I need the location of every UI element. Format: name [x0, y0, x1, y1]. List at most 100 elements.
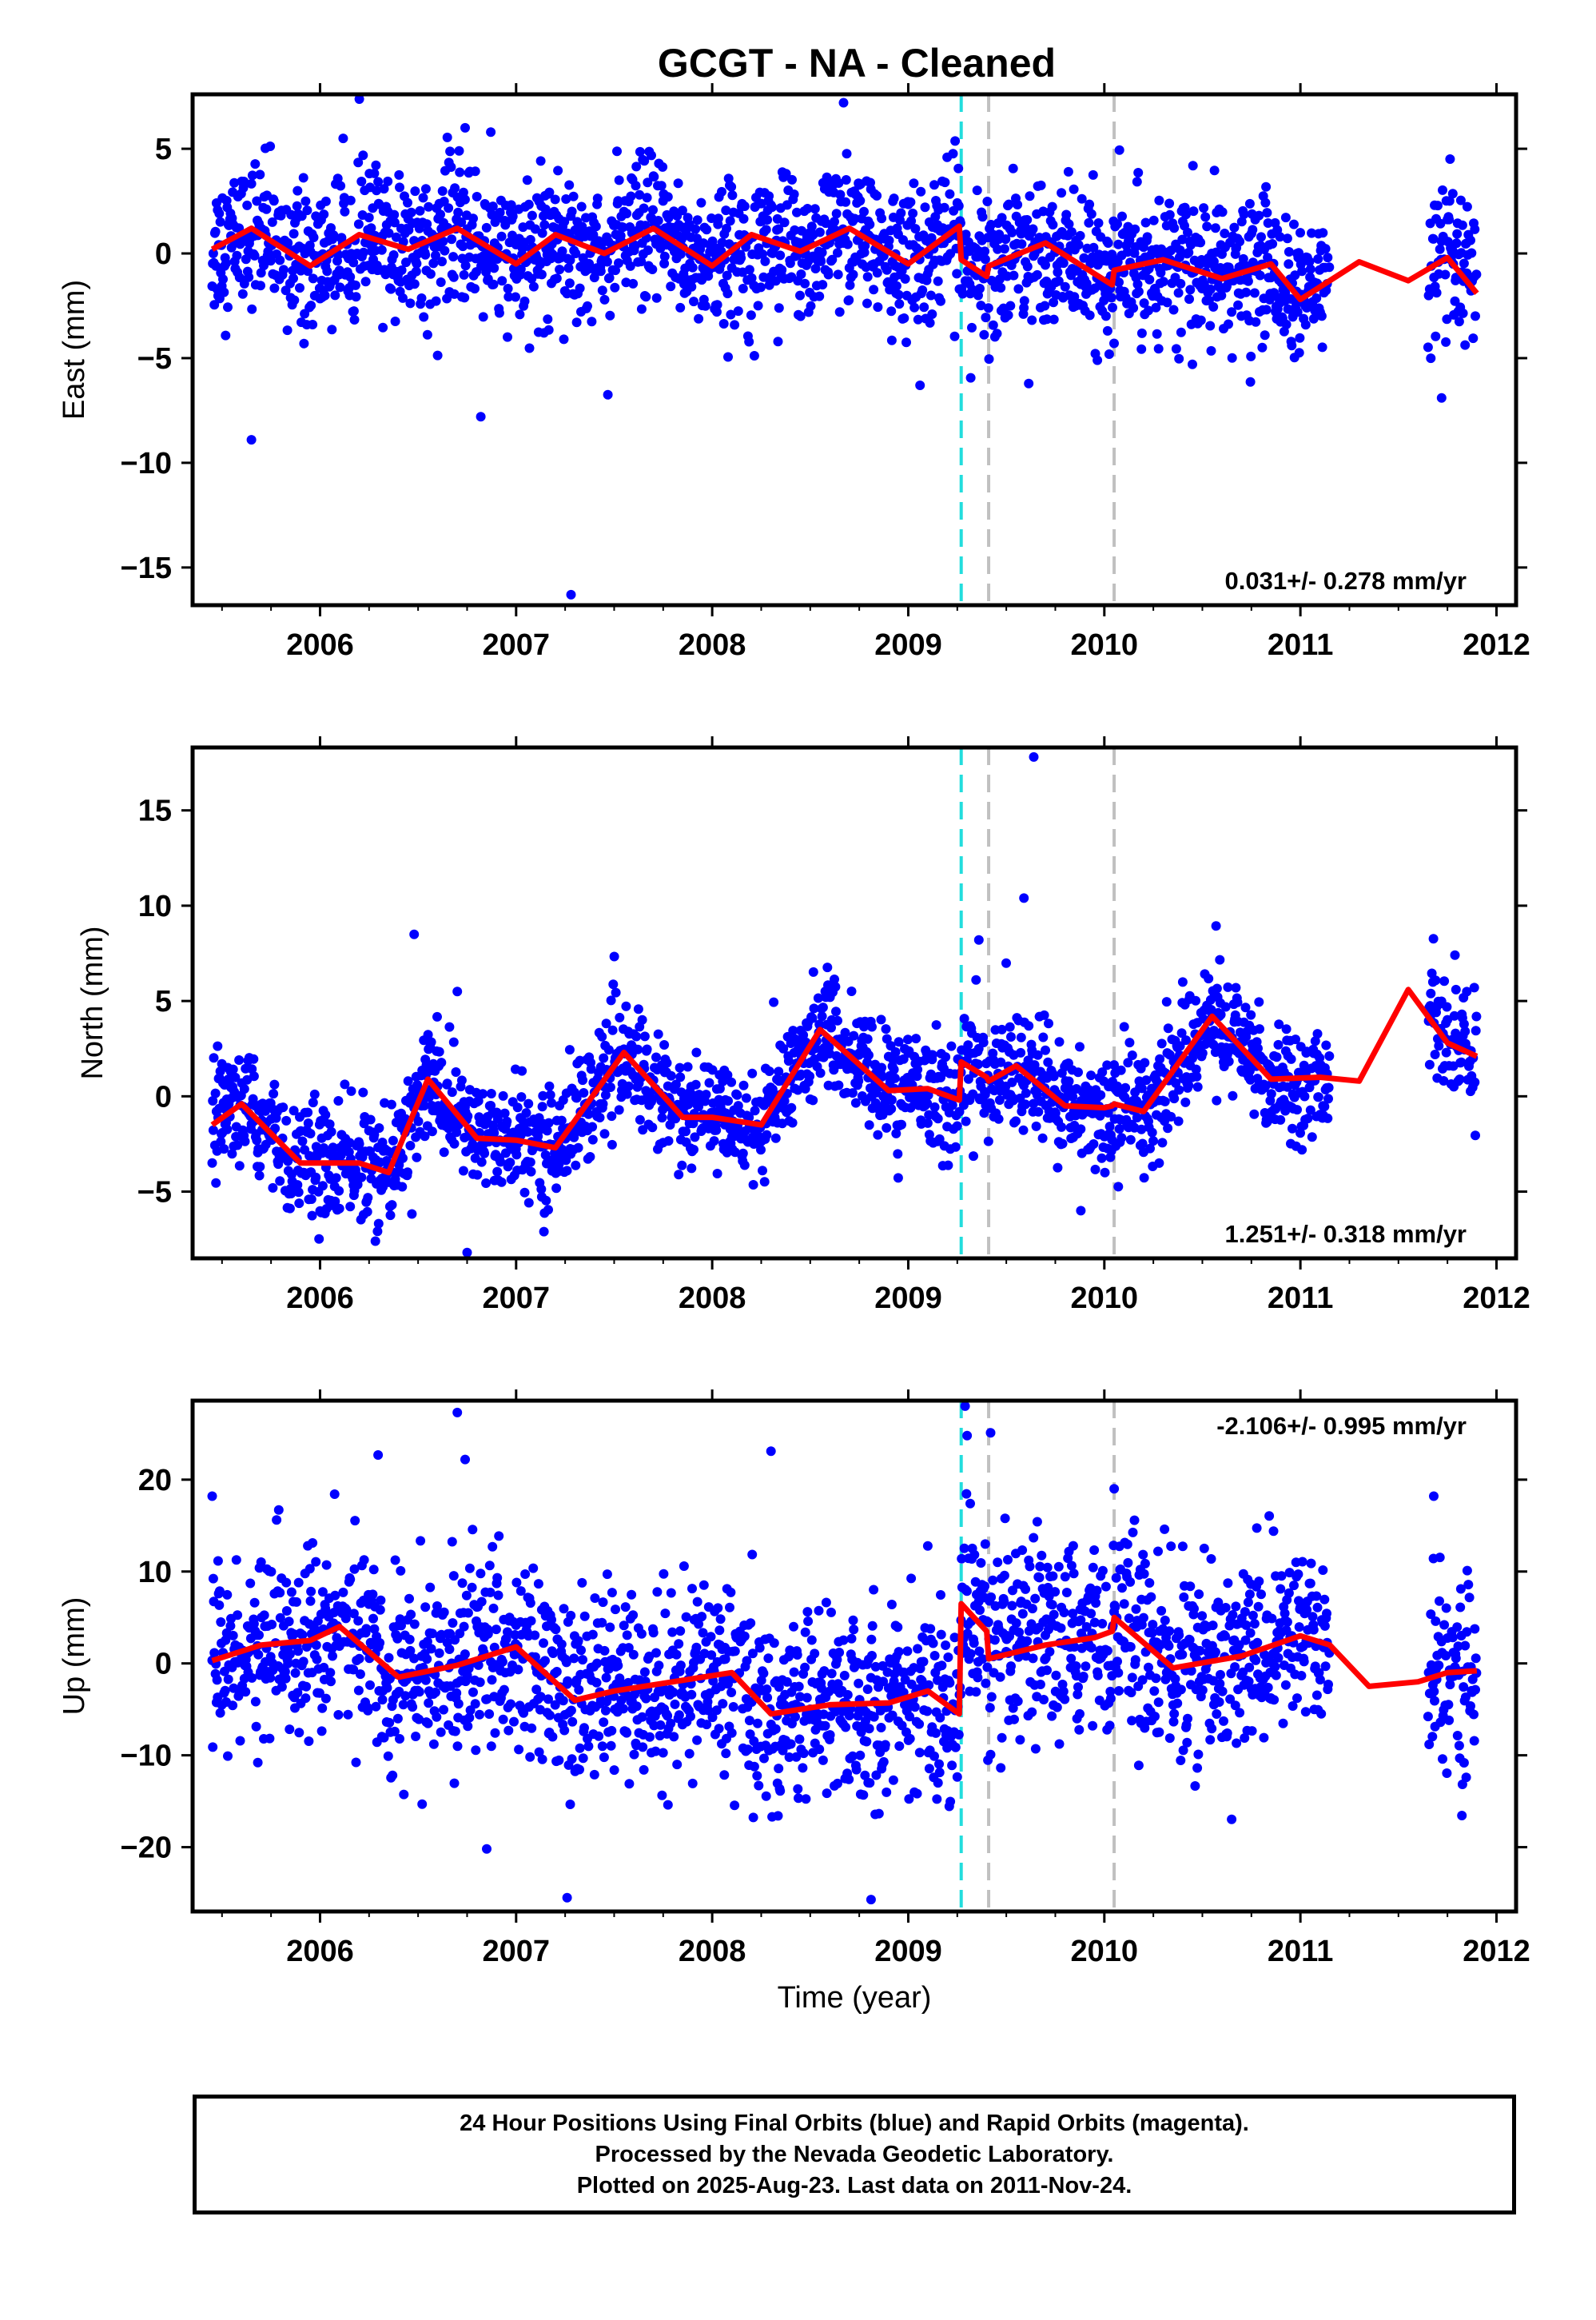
- east-point: [1085, 199, 1095, 209]
- east-point: [1152, 329, 1162, 339]
- north-point: [492, 1114, 503, 1124]
- north-point: [1054, 1037, 1065, 1047]
- east-point: [643, 177, 653, 188]
- north-point: [886, 1104, 897, 1114]
- up-point: [305, 1596, 316, 1606]
- up-point: [452, 1741, 463, 1752]
- up-point: [703, 1705, 714, 1716]
- up-point: [452, 1688, 462, 1698]
- east-point: [806, 221, 817, 232]
- east-point: [842, 149, 852, 159]
- north-point: [1114, 1124, 1124, 1134]
- east-point: [595, 266, 606, 277]
- north-point: [1097, 1153, 1107, 1163]
- up-point: [706, 1632, 716, 1642]
- east-point: [1024, 378, 1034, 389]
- up-point: [464, 1712, 475, 1723]
- up-point: [314, 1688, 324, 1698]
- north-point: [403, 1167, 412, 1178]
- north-plot-area: [207, 747, 1482, 1258]
- east-point: [1300, 320, 1311, 330]
- east-point: [814, 227, 825, 237]
- east-point: [211, 261, 221, 271]
- up-point: [384, 1717, 395, 1728]
- up-point: [209, 1648, 220, 1658]
- up-point: [530, 1630, 540, 1640]
- up-point: [576, 1645, 586, 1656]
- up-point: [371, 1701, 381, 1712]
- north-point: [1136, 1083, 1147, 1094]
- up-point: [285, 1724, 295, 1735]
- up-point: [330, 1590, 340, 1600]
- up-point: [428, 1739, 439, 1749]
- east-point: [308, 233, 319, 242]
- north-point: [831, 1007, 841, 1017]
- east-point: [553, 165, 563, 176]
- east-point: [358, 247, 368, 257]
- up-point: [460, 1649, 470, 1660]
- north-point: [519, 1187, 530, 1198]
- north-point: [888, 1054, 898, 1065]
- east-point: [975, 284, 985, 293]
- east-point: [1297, 266, 1307, 277]
- up-point: [624, 1779, 635, 1789]
- north-point: [603, 1045, 614, 1055]
- east-point: [762, 215, 773, 225]
- east-point: [486, 127, 496, 138]
- up-point: [509, 1716, 519, 1727]
- north-point: [733, 1101, 743, 1111]
- north-point: [551, 1183, 562, 1194]
- north-point: [691, 1079, 701, 1090]
- north-point: [913, 1064, 923, 1074]
- east-point: [933, 276, 943, 286]
- north-point: [587, 1122, 598, 1132]
- up-point: [684, 1748, 695, 1759]
- up-point: [247, 1672, 257, 1683]
- east-point: [602, 257, 612, 267]
- north-point: [213, 1041, 223, 1051]
- up-point: [667, 1627, 678, 1637]
- up-point: [368, 1613, 378, 1624]
- east-point: [651, 293, 662, 303]
- north-point: [834, 1080, 844, 1090]
- east-point: [267, 217, 277, 227]
- up-point: [579, 1611, 590, 1621]
- up-point: [486, 1741, 496, 1752]
- up-point: [671, 1649, 682, 1660]
- north-point: [1163, 1023, 1173, 1034]
- north-point: [1075, 1042, 1085, 1052]
- east-point: [592, 193, 603, 204]
- east-point: [1445, 154, 1455, 164]
- up-point: [476, 1596, 487, 1607]
- north-point: [701, 1090, 711, 1100]
- up-point: [707, 1712, 718, 1723]
- east-point: [1093, 355, 1103, 365]
- chart-canvas: GCGT - NA - Cleaned 2006 2007 2008 2009 2010…: [58, 41, 1530, 2015]
- north-point: [505, 1158, 515, 1168]
- north-point: [817, 1011, 827, 1022]
- east-point: [886, 335, 897, 345]
- north-point: [690, 1132, 700, 1142]
- north-point: [623, 1081, 634, 1091]
- up-point: [422, 1654, 432, 1664]
- up-point: [348, 1608, 359, 1619]
- east-point: [992, 329, 1002, 339]
- up-point: [382, 1683, 392, 1693]
- east-point: [700, 301, 710, 311]
- east-point: [1260, 330, 1270, 341]
- up-point: [359, 1555, 369, 1565]
- east-point: [1229, 222, 1240, 233]
- north-point: [886, 1094, 897, 1105]
- north-point: [1166, 1111, 1176, 1122]
- up-point: [340, 1613, 351, 1624]
- east-point: [994, 274, 1005, 285]
- east-point: [1085, 310, 1095, 321]
- north-point: [486, 1101, 496, 1110]
- east-point: [722, 289, 733, 299]
- up-point: [267, 1620, 277, 1629]
- east-point: [1032, 269, 1042, 280]
- east-point: [1452, 229, 1463, 239]
- up-point: [250, 1696, 261, 1707]
- east-outlier-point: [246, 435, 257, 445]
- east-point: [882, 265, 892, 275]
